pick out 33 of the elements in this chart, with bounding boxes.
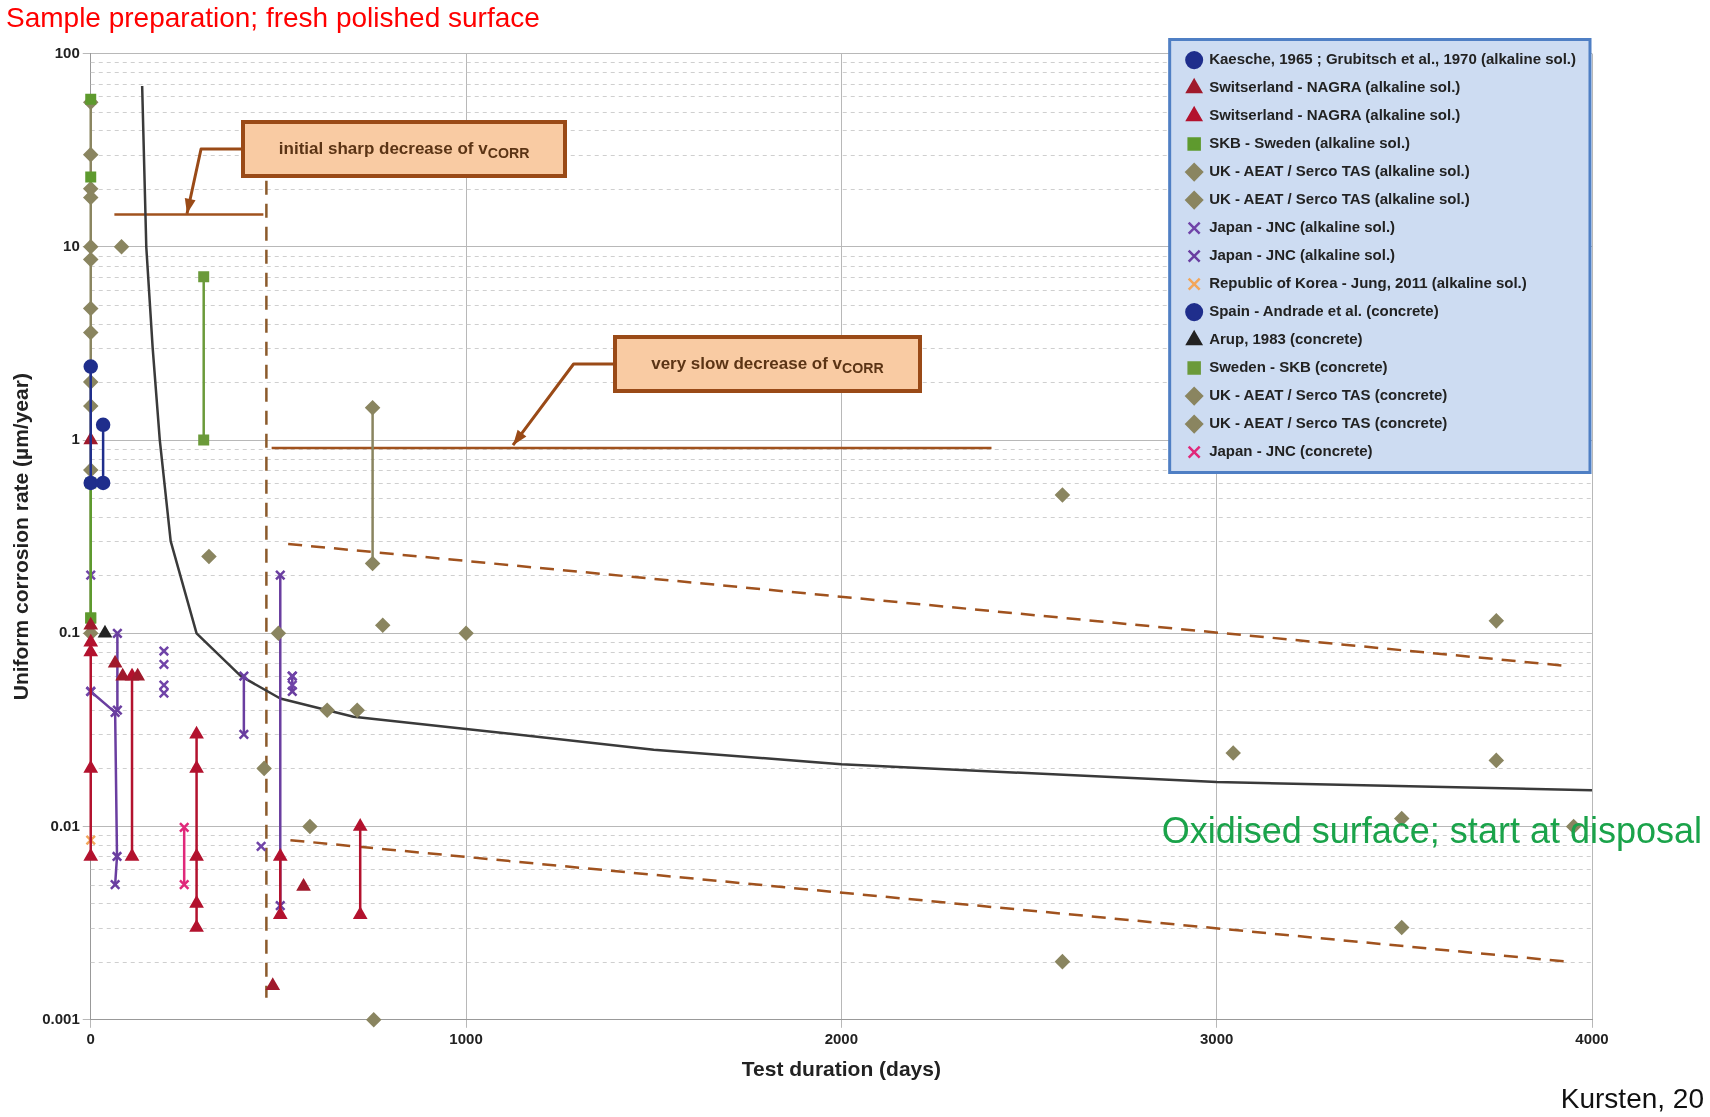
legend-label: SKB - Sweden (alkaline sol.) <box>1209 134 1411 152</box>
legend-label: Japan - JNC (alkaline sol.) <box>1209 246 1396 264</box>
legend-label: Republic of Korea - Jung, 2011 (alkaline sol.) <box>1209 274 1527 292</box>
x-tick-label: 4000 <box>1575 1029 1609 1047</box>
x-tick-label: 0 <box>86 1029 95 1047</box>
callout-box: very slow decrease of v$_{CORR}$ <box>613 334 922 393</box>
y-tick-label: 10 <box>63 236 80 254</box>
text: Kursten, 20 <box>1560 1083 1704 1115</box>
legend-label: UK - AEAT / Serco TAS (alkaline sol.) <box>1209 162 1470 180</box>
legend-label: Arup, 1983 (concrete) <box>1209 330 1363 348</box>
chart-title: Sample preparation; fresh polished surface <box>6 1 540 33</box>
y-tick-label: 0.001 <box>42 1009 80 1027</box>
y-tick-label: 0.1 <box>58 623 80 641</box>
x-axis-title: Test duration (days) <box>741 1057 941 1081</box>
legend-label: Spain - Andrade et al. (concrete) <box>1209 302 1439 320</box>
legend-label: Japan - JNC (concrete) <box>1209 442 1373 460</box>
callout-box: initial sharp decrease of v$_{CORR}$ <box>240 120 568 179</box>
legend-label: Japan - JNC (alkaline sol.) <box>1209 218 1396 236</box>
legend-label: Switserland - NAGRA (alkaline sol.) <box>1209 78 1461 96</box>
legend-label: Sweden - SKB (concrete) <box>1209 358 1388 376</box>
x-tick-label: 3000 <box>1200 1029 1234 1047</box>
y-tick-label: 0.01 <box>50 816 80 834</box>
legend-label: UK - AEAT / Serco TAS (concrete) <box>1209 386 1448 404</box>
y-tick-label: 1 <box>71 430 80 448</box>
x-tick-label: 1000 <box>449 1029 483 1047</box>
legend-label: Switserland - NAGRA (alkaline sol.) <box>1209 106 1461 124</box>
y-tick-label: 100 <box>54 43 80 61</box>
x-tick-label: 2000 <box>824 1029 859 1047</box>
legend-label: Kaesche, 1965 ; Grubitsch et al., 1970 (alkaline sol.) <box>1209 50 1577 68</box>
legend-label: UK - AEAT / Serco TAS (concrete) <box>1209 414 1448 432</box>
annotation: Oxidised surface; start at disposal <box>1161 810 1702 853</box>
y-axis-title: Uniform corrosion rate (µm/year) <box>9 373 33 701</box>
legend-label: UK - AEAT / Serco TAS (alkaline sol.) <box>1209 190 1470 208</box>
